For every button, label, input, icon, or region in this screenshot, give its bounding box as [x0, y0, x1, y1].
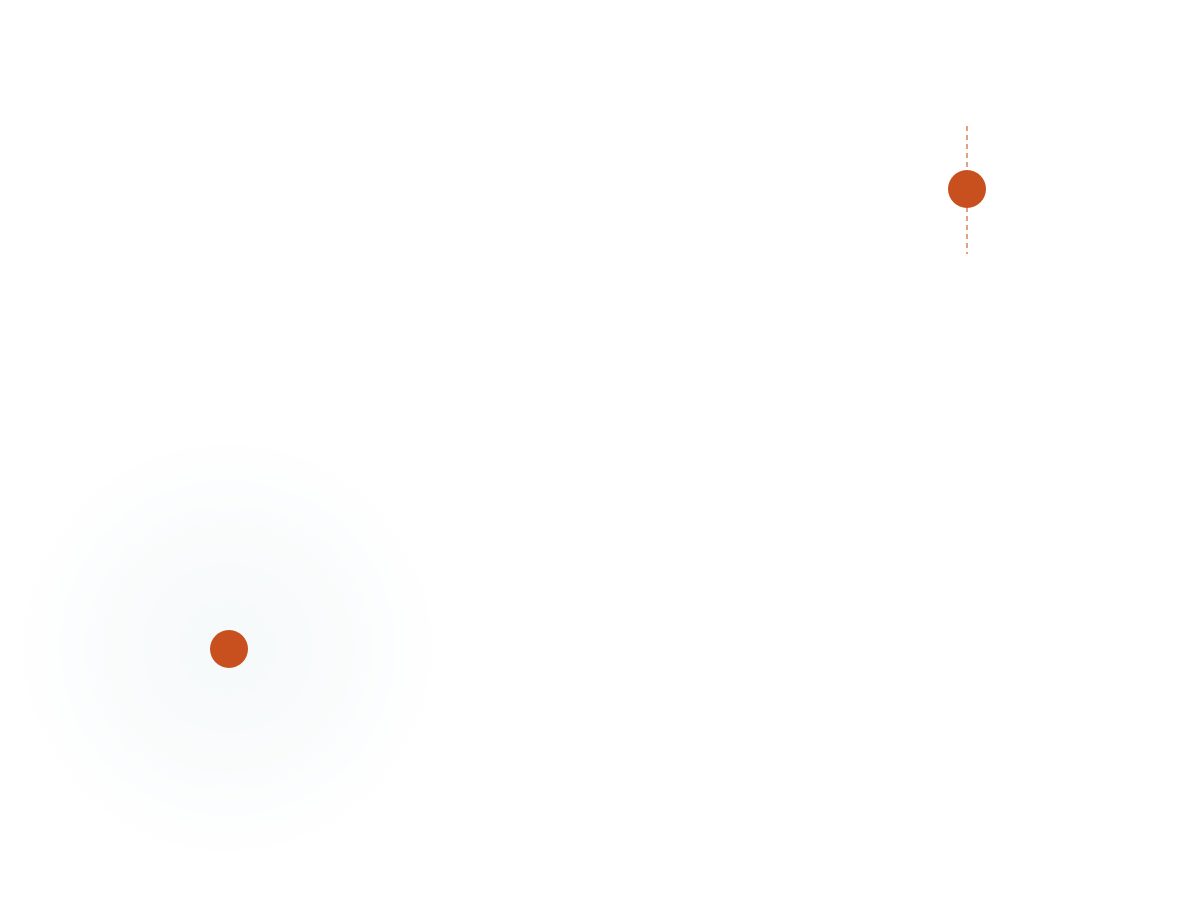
lower-marker-group: [13, 433, 443, 863]
lower-marker-dot: [210, 630, 248, 668]
upper-marker-dot: [948, 170, 986, 208]
upper-marker-group: [948, 126, 986, 254]
